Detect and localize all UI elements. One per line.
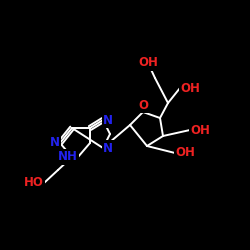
Text: O: O: [138, 99, 148, 112]
Text: N: N: [103, 114, 113, 126]
Text: HO: HO: [24, 176, 44, 190]
Text: OH: OH: [175, 146, 195, 160]
Text: OH: OH: [190, 124, 210, 136]
Text: NH: NH: [58, 150, 78, 164]
Text: OH: OH: [180, 82, 200, 94]
Text: N: N: [50, 136, 60, 149]
Text: N: N: [103, 142, 113, 154]
Text: OH: OH: [138, 56, 158, 70]
